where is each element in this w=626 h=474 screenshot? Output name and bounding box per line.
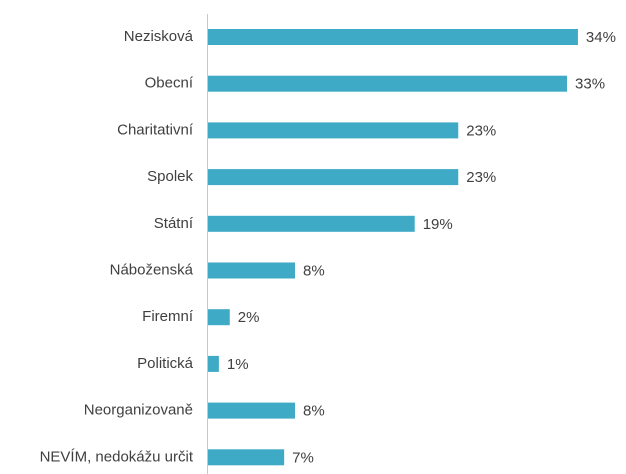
category-label: NEVÍM, nedokážu určit <box>40 448 194 465</box>
category-label: Spolek <box>147 168 193 185</box>
bar <box>208 215 415 232</box>
data-label: 23% <box>466 169 496 186</box>
data-label: 2% <box>238 309 260 326</box>
category-label: Státní <box>154 215 194 232</box>
bar <box>208 449 285 466</box>
bar <box>208 29 578 45</box>
data-label: 1% <box>227 356 249 373</box>
data-label: 8% <box>303 403 325 420</box>
data-label: 23% <box>466 122 496 139</box>
data-label: 34% <box>586 29 616 46</box>
category-label: Firemní <box>142 308 194 325</box>
bar <box>208 262 296 279</box>
bar <box>208 402 296 419</box>
data-label: 8% <box>303 262 325 279</box>
category-label: Politická <box>137 355 194 372</box>
bar <box>208 122 459 139</box>
category-label: Obecní <box>145 75 194 92</box>
bar <box>208 355 219 372</box>
bar <box>208 75 568 92</box>
category-label: Neorganizovaně <box>84 402 193 419</box>
data-label: 7% <box>292 449 314 466</box>
data-label: 19% <box>423 216 453 233</box>
category-label: Náboženská <box>110 261 194 278</box>
bar <box>208 169 459 186</box>
category-label: Charitativní <box>117 121 194 138</box>
bar <box>208 309 230 326</box>
data-label: 33% <box>575 76 605 93</box>
category-label: Nezisková <box>124 28 194 45</box>
